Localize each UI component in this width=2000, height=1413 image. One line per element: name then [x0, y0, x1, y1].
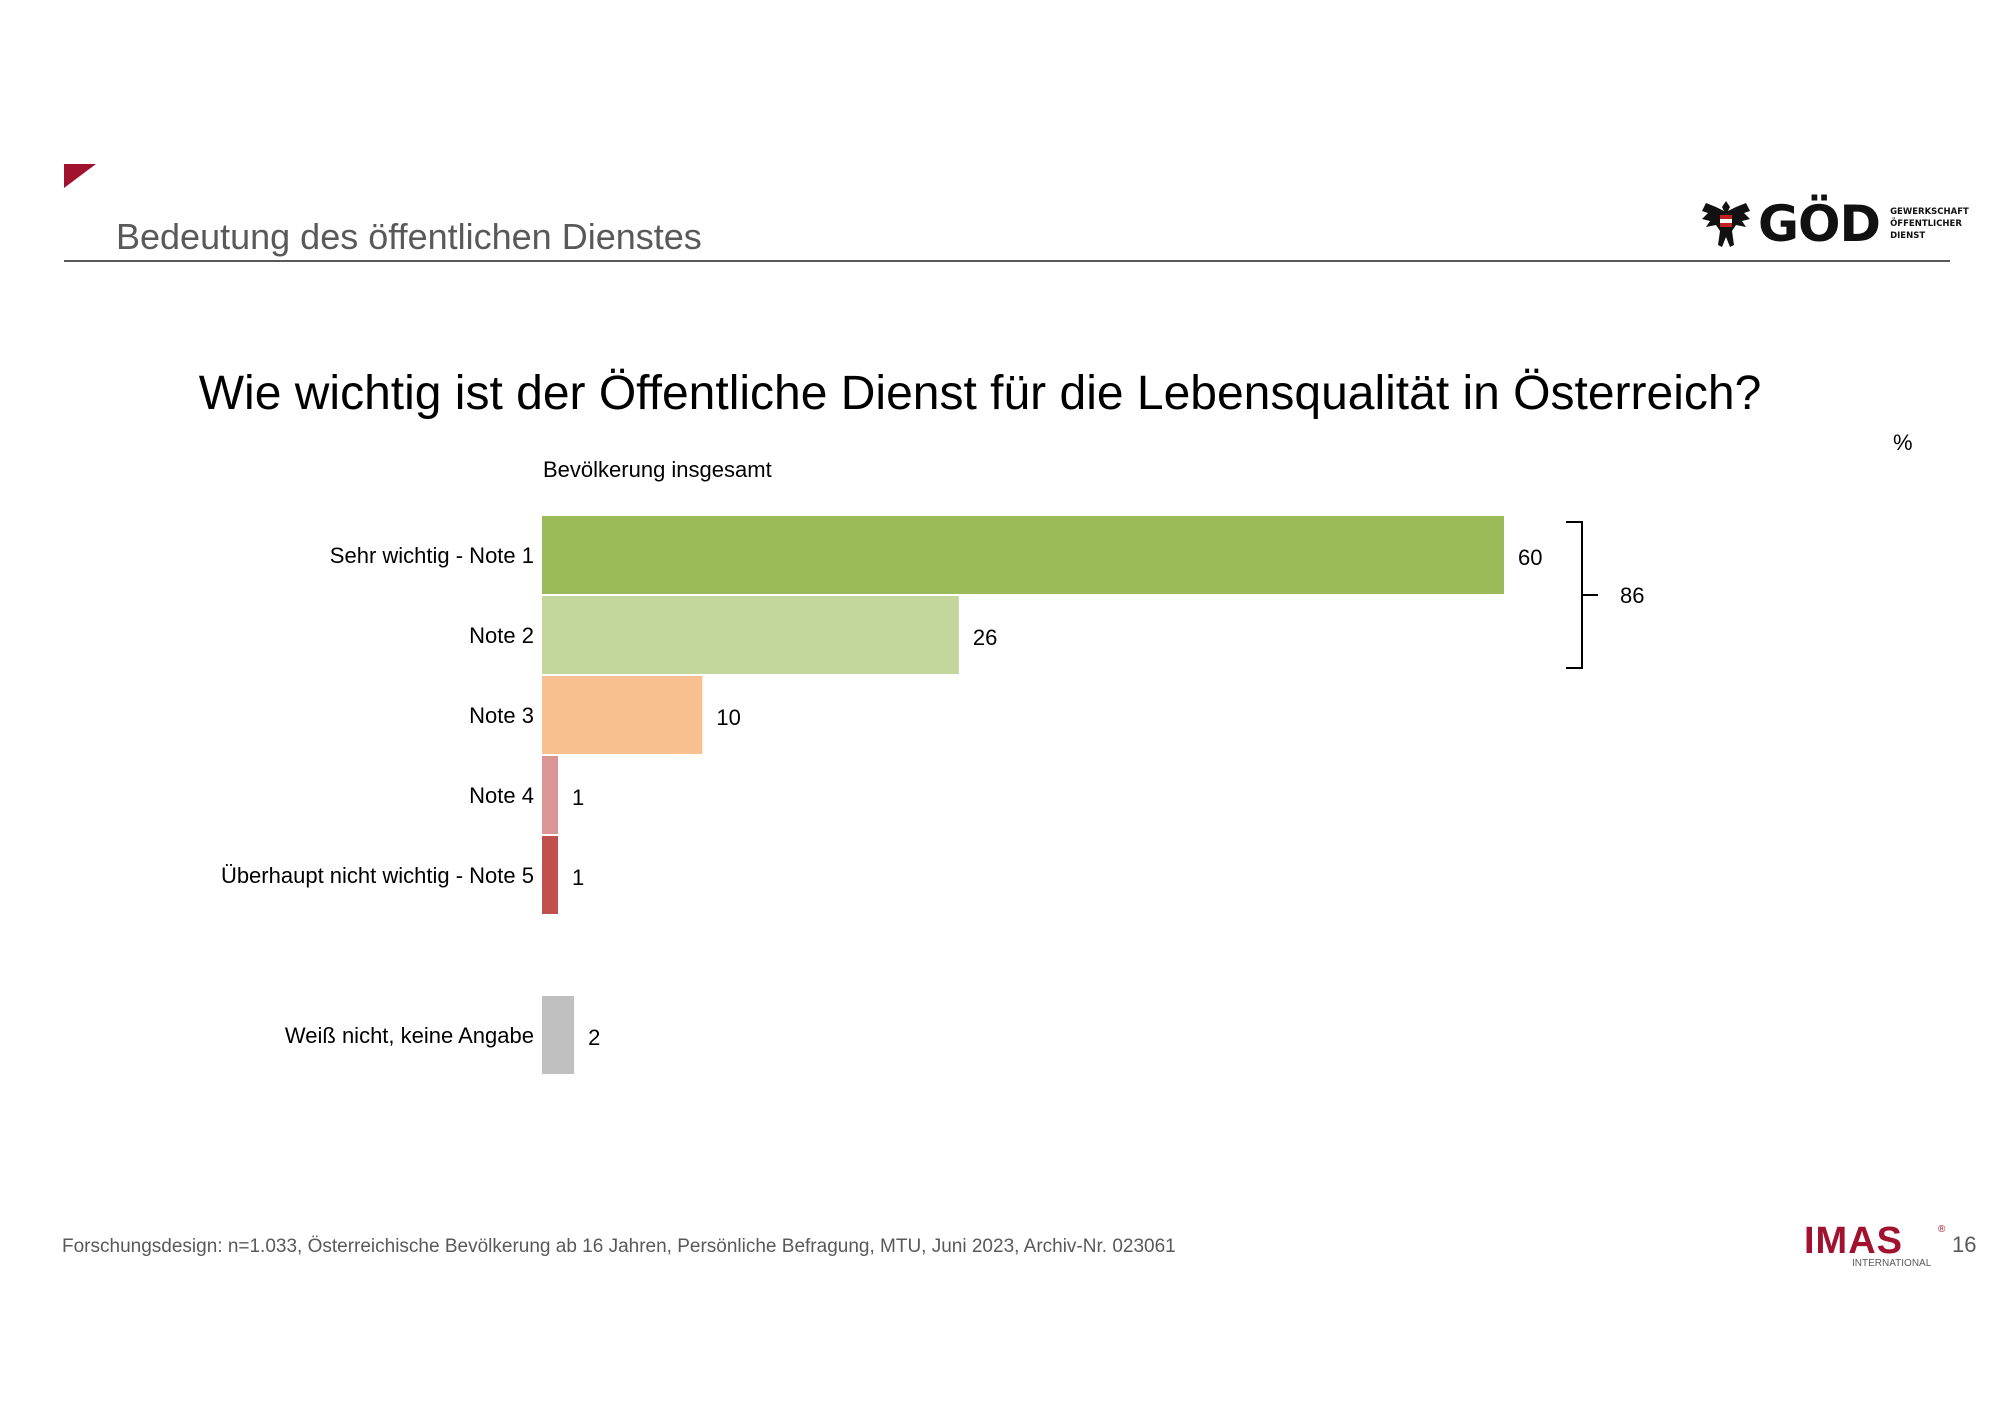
- bar: [542, 676, 703, 754]
- eagle-icon: [1702, 201, 1750, 247]
- category-label: Note 4: [469, 783, 534, 808]
- value-label: 2: [588, 1025, 600, 1050]
- corner-accent-mark: [64, 164, 96, 188]
- value-label: 26: [973, 625, 997, 650]
- category-label: Überhaupt nicht wichtig - Note 5: [221, 863, 534, 888]
- category-label: Weiß nicht, keine Angabe: [285, 1023, 534, 1048]
- bars-group: Sehr wichtig - Note 1 60 Note 2 26 Note 3 10 N…: [221, 516, 1542, 1074]
- total-bracket: 86: [1566, 521, 1644, 669]
- value-label: 1: [572, 865, 584, 890]
- goed-sub-line: DIENST: [1890, 231, 1926, 241]
- goed-sub-line: ÖFFENTLICHER: [1890, 219, 1962, 229]
- value-label: 10: [716, 705, 740, 730]
- bracket-line: [1566, 521, 1598, 669]
- footer-note: Forschungsdesign: n=1.033, Österreichisc…: [62, 1236, 1176, 1257]
- goed-sub-line: GEWERKSCHAFT: [1890, 207, 1969, 217]
- goed-subtitle: GEWERKSCHAFT ÖFFENTLICHER DIENST: [1890, 206, 1969, 242]
- page-number: 16: [1952, 1232, 1977, 1257]
- header-divider: [64, 260, 1950, 262]
- bar: [542, 596, 959, 674]
- bar: [542, 996, 575, 1074]
- imas-wordmark: IMAS: [1804, 1220, 1903, 1262]
- imas-logo: IMAS ® INTERNATIONAL: [1804, 1220, 1946, 1272]
- value-label: 1: [572, 785, 584, 810]
- registered-mark: ®: [1938, 1224, 1946, 1235]
- imas-subtitle: INTERNATIONAL: [1852, 1258, 1932, 1269]
- unit-label: %: [1893, 430, 1913, 455]
- goed-wordmark: GÖD: [1758, 195, 1881, 253]
- bracket-total-label: 86: [1620, 583, 1644, 608]
- category-label: Note 2: [469, 623, 534, 648]
- bar: [542, 836, 559, 914]
- series-label: Bevölkerung insgesamt: [543, 457, 772, 482]
- value-label: 60: [1518, 545, 1542, 570]
- bar: [542, 516, 1504, 594]
- goed-logo: GÖD GEWERKSCHAFT ÖFFENTLICHER DIENST: [1700, 196, 1969, 252]
- category-label: Sehr wichtig - Note 1: [330, 543, 534, 568]
- bar: [542, 756, 559, 834]
- section-title: Bedeutung des öffentlichen Dienstes: [116, 216, 702, 257]
- question-title: Wie wichtig ist der Öffentliche Dienst f…: [198, 367, 1762, 420]
- category-label: Note 3: [469, 703, 534, 728]
